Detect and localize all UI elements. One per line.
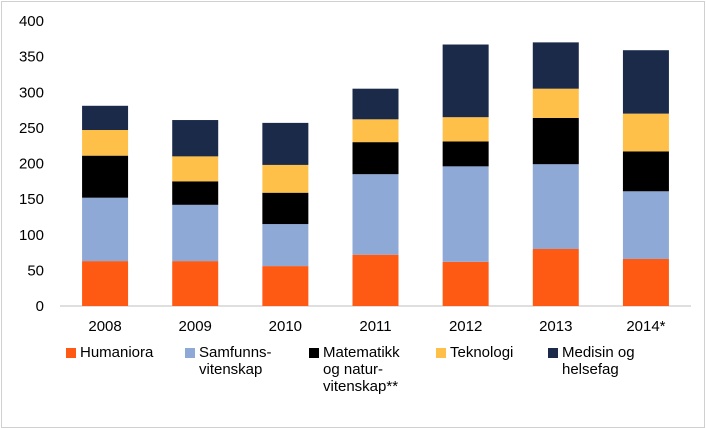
bar-segment-teknologi xyxy=(442,117,489,142)
bar-stacks xyxy=(82,42,669,306)
bar-segment-matematikk-og-natur-vitenskap xyxy=(82,155,129,198)
legend-label-line: Medisin og xyxy=(562,344,635,361)
x-tick-label: 2011 xyxy=(359,318,391,335)
x-tick-label: 2008 xyxy=(88,318,121,335)
legend-swatch xyxy=(66,348,76,358)
bar-segment-samfunns-vitenskap xyxy=(532,164,579,249)
x-tick-label: 2013 xyxy=(539,318,572,335)
bar-segment-humaniora xyxy=(532,249,579,306)
y-tick-label: 150 xyxy=(19,191,44,208)
legend: Humaniora Samfunns-vitenskap Matematikk og … xyxy=(66,344,635,395)
bar-segment-samfunns-vitenskap xyxy=(352,174,399,255)
bar-segment-medisin-og-helsefag xyxy=(622,50,669,114)
bar-segment-medisin-og-helsefag xyxy=(82,105,129,131)
x-tick-label: 2014* xyxy=(626,318,665,335)
y-tick-label: 0 xyxy=(36,298,44,315)
legend-label-line: Teknologi xyxy=(450,344,513,361)
legend-label: Teknologi xyxy=(450,344,513,361)
x-tick-label: 2010 xyxy=(269,318,302,335)
bar-segment-teknologi xyxy=(622,113,669,152)
bar-segment-medisin-og-helsefag xyxy=(352,88,399,120)
bar-segment-matematikk-og-natur-vitenskap xyxy=(262,192,309,225)
legend-swatch xyxy=(548,348,558,358)
bar-segment-matematikk-og-natur-vitenskap xyxy=(352,142,399,175)
legend-label-line: helsefag xyxy=(562,361,619,378)
x-tick-label: 2012 xyxy=(449,318,482,335)
bar-segment-teknologi xyxy=(262,164,309,193)
legend-label-line: vitenskap xyxy=(199,361,262,378)
bar-segment-samfunns-vitenskap xyxy=(82,197,129,262)
bar-segment-medisin-og-helsefag xyxy=(172,120,219,157)
legend-label: Humaniora xyxy=(80,344,154,361)
legend-swatch xyxy=(436,348,446,358)
y-tick-label: 100 xyxy=(19,227,44,244)
legend-label: Matematikk og natur-vitenskap** xyxy=(323,344,400,395)
bar-segment-matematikk-og-natur-vitenskap xyxy=(442,141,489,167)
legend-label-line: Samfunns- xyxy=(199,344,272,361)
legend-label: Medisin og helsefag xyxy=(562,344,635,378)
y-axis-tick-labels: 0 50 100 150 200 250 300 350 400 xyxy=(19,13,44,315)
bar-segment-samfunns-vitenskap xyxy=(262,224,309,267)
bar-segment-humaniora xyxy=(622,258,669,306)
legend-swatch xyxy=(309,348,319,358)
bar-segment-matematikk-og-natur-vitenskap xyxy=(622,151,669,192)
bar-segment-samfunns-vitenskap xyxy=(172,204,219,262)
legend-label-line: vitenskap** xyxy=(323,378,398,395)
bar-segment-humaniora xyxy=(262,266,309,306)
bar-segment-matematikk-og-natur-vitenskap xyxy=(172,181,219,205)
x-axis-tick-labels: 2008 2009 2010 2011 2012 2013 2014* xyxy=(88,318,665,335)
bar-segment-teknologi xyxy=(82,130,129,156)
bar-segment-teknologi xyxy=(352,119,399,143)
legend-swatch xyxy=(185,348,195,358)
bar-segment-samfunns-vitenskap xyxy=(442,166,489,262)
legend-label-line: Humaniora xyxy=(80,344,154,361)
bar-segment-humaniora xyxy=(82,261,129,306)
bar-segment-humaniora xyxy=(172,261,219,306)
bar-segment-medisin-og-helsefag xyxy=(442,44,489,118)
y-tick-label: 350 xyxy=(19,49,44,66)
bar-segment-matematikk-og-natur-vitenskap xyxy=(532,117,579,165)
bar-segment-humaniora xyxy=(352,254,399,306)
legend-label: Samfunns-vitenskap xyxy=(199,344,272,378)
bar-segment-samfunns-vitenskap xyxy=(622,191,669,259)
y-tick-label: 200 xyxy=(19,156,44,173)
y-tick-label: 250 xyxy=(19,120,44,137)
y-tick-label: 300 xyxy=(19,84,44,101)
bar-segment-teknologi xyxy=(532,88,579,118)
bar-segment-humaniora xyxy=(442,261,489,306)
legend-label-line: Matematikk xyxy=(323,344,400,361)
legend-label-line: og natur- xyxy=(323,361,383,378)
x-tick-label: 2009 xyxy=(179,318,212,335)
y-tick-label: 50 xyxy=(27,262,44,279)
bar-segment-medisin-og-helsefag xyxy=(532,42,579,89)
y-tick-label: 400 xyxy=(19,13,44,30)
bar-segment-medisin-og-helsefag xyxy=(262,122,309,165)
bar-segment-teknologi xyxy=(172,156,219,182)
